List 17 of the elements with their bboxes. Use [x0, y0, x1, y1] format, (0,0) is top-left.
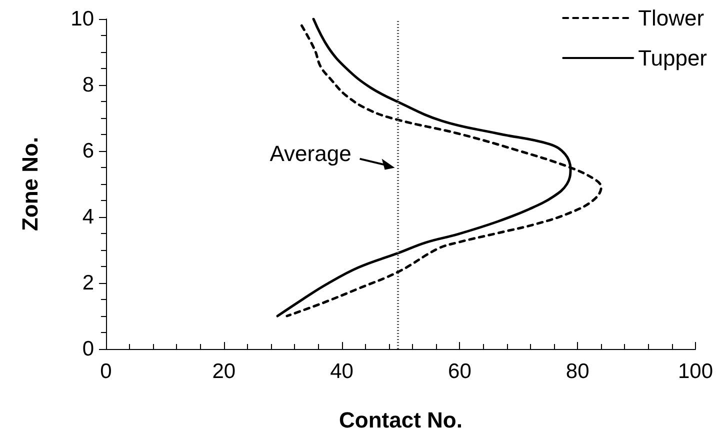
- y-tick-label: 4: [82, 206, 94, 228]
- x-tick-label: 0: [100, 360, 112, 383]
- x-tick-label: 80: [566, 360, 590, 383]
- legend-label: Tlower: [638, 6, 704, 30]
- y-tick-label: 2: [82, 272, 94, 294]
- y-tick-label: 8: [82, 74, 94, 96]
- y-axis-title: Zone No.: [18, 136, 42, 232]
- y-tick-label: 6: [82, 140, 94, 162]
- y-tick-label: 10: [70, 8, 94, 30]
- x-tick-label: 60: [448, 360, 472, 383]
- x-tick-label: 100: [678, 360, 714, 383]
- ref-line-label: Average: [270, 140, 352, 167]
- x-tick-label: 20: [212, 360, 236, 383]
- x-tick-label: 40: [330, 360, 354, 383]
- legend-label: Tupper: [638, 46, 707, 70]
- x-axis-title: Contact No.: [339, 408, 462, 432]
- y-tick-label: 0: [82, 338, 94, 360]
